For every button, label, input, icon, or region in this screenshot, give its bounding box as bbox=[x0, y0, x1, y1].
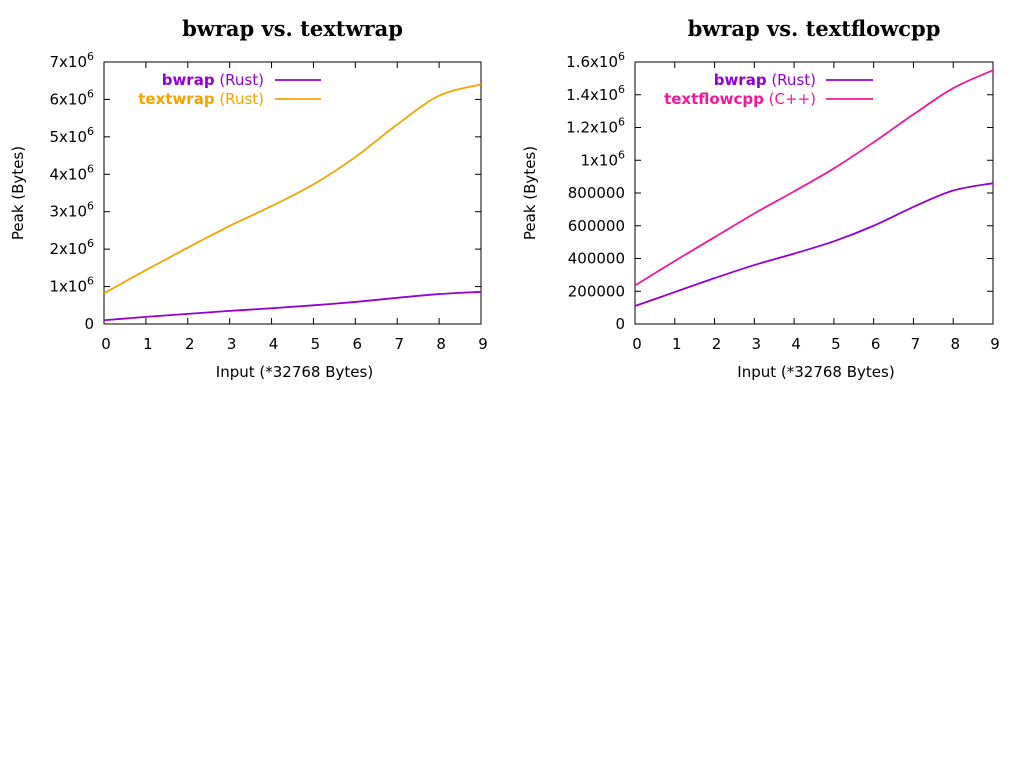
chart-title: bwrap vs. textwrap bbox=[182, 16, 403, 41]
series-line-bwrap bbox=[103, 290, 482, 322]
x-tick-label: 9 bbox=[990, 335, 1000, 353]
x-tick-label: 7 bbox=[394, 335, 404, 353]
x-tick-label: 6 bbox=[353, 335, 363, 353]
x-tick-label: 2 bbox=[712, 335, 722, 353]
x-tick-label: 6 bbox=[871, 335, 881, 353]
y-tick-label: 1.6x106 bbox=[566, 50, 625, 71]
x-tick-label: 0 bbox=[632, 335, 642, 353]
x-tick-label: 8 bbox=[950, 335, 960, 353]
y-tick-label: 2x106 bbox=[49, 237, 94, 258]
y-tick-label: 0 bbox=[615, 315, 625, 333]
x-tick-label: 1 bbox=[672, 335, 682, 353]
y-axis-label: Peak (Bytes) bbox=[9, 146, 27, 240]
y-tick-label: 0 bbox=[84, 315, 94, 333]
x-tick-label: 3 bbox=[227, 335, 237, 353]
x-tick-label: 0 bbox=[101, 335, 111, 353]
y-tick-label: 600000 bbox=[568, 217, 625, 235]
y-axis-label: Peak (Bytes) bbox=[521, 146, 539, 240]
y-tick-label: 7x106 bbox=[49, 50, 94, 71]
y-tick-label: 4x106 bbox=[49, 162, 94, 183]
x-tick-label: 8 bbox=[436, 335, 446, 353]
legend-entry-bwrap: bwrap (Rust) bbox=[162, 71, 264, 89]
y-tick-label: 1.2x106 bbox=[566, 116, 625, 137]
x-tick-label: 2 bbox=[185, 335, 195, 353]
y-tick-label: 800000 bbox=[568, 184, 625, 202]
legend-entry-textwrap: textwrap (Rust) bbox=[138, 90, 264, 108]
chart-bwrap-vs-textwrap: bwrap vs. textwrap 0 1 2 3 4 5 6 7 8 9 0 1x106 2x106 3… bbox=[9, 16, 488, 381]
x-tick-label: 5 bbox=[831, 335, 841, 353]
x-tick-label: 4 bbox=[269, 335, 279, 353]
plot-frame bbox=[103, 61, 482, 325]
series-line-textwrap bbox=[103, 83, 482, 295]
x-tick-label: 9 bbox=[478, 335, 488, 353]
x-axis-label: Input (*32768 Bytes) bbox=[737, 363, 894, 381]
series-line-textflowcpp bbox=[634, 69, 994, 287]
x-axis-label: Input (*32768 Bytes) bbox=[216, 363, 373, 381]
y-tick-label: 200000 bbox=[568, 282, 625, 300]
y-tick-label: 3x106 bbox=[49, 200, 94, 221]
y-tick-label: 5x106 bbox=[49, 125, 94, 146]
x-tick-label: 1 bbox=[143, 335, 153, 353]
legend-entry-bwrap: bwrap (Rust) bbox=[714, 71, 816, 89]
y-tick-label: 1x106 bbox=[49, 275, 94, 296]
x-tick-label: 5 bbox=[311, 335, 321, 353]
legend-entry-textflowcpp: textflowcpp (C++) bbox=[664, 90, 816, 108]
series-line-bwrap bbox=[634, 182, 994, 307]
y-tick-label: 1.4x106 bbox=[566, 83, 625, 104]
y-tick-label: 6x106 bbox=[49, 87, 94, 108]
x-tick-label: 7 bbox=[911, 335, 921, 353]
x-tick-label: 4 bbox=[791, 335, 801, 353]
x-tick-label: 3 bbox=[752, 335, 762, 353]
chart-bwrap-vs-textflowcpp: bwrap vs. textflowcpp 0 1 2 3 4 5 6 7 8 9 0 200000 40… bbox=[521, 16, 1000, 381]
y-tick-label: 1x106 bbox=[580, 148, 625, 169]
chart-title: bwrap vs. textflowcpp bbox=[688, 16, 941, 41]
y-tick-label: 400000 bbox=[568, 250, 625, 268]
